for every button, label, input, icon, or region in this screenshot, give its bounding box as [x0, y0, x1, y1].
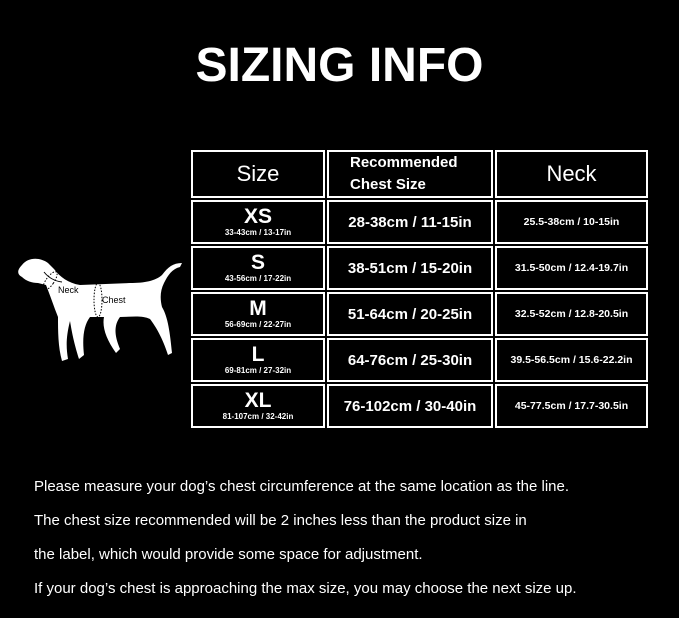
size-label: XS [243, 205, 272, 228]
size-label: S [250, 251, 265, 274]
table-row: M 56-69cm / 22-27in 51-64cm / 20-25in 32.… [191, 292, 648, 336]
chest-label: Chest [102, 295, 126, 305]
size-range: 81-107cm / 32-42in [222, 412, 294, 421]
note-line: The chest size recommended will be 2 inc… [34, 512, 527, 529]
neck-value: 25.5-38cm / 10-15in [495, 200, 648, 244]
table-header-row: Size Recommended Chest Size Neck [191, 150, 648, 198]
chest-value: 64-76cm / 25-30in [327, 338, 493, 382]
chest-value: 28-38cm / 11-15in [327, 200, 493, 244]
size-range: 33-43cm / 13-17in [224, 228, 292, 237]
header-recommended-chest: Recommended Chest Size [350, 154, 458, 193]
dog-silhouette-icon [18, 258, 182, 361]
header-neck: Neck [546, 161, 597, 186]
table-row: XS 33-43cm / 13-17in 28-38cm / 11-15in 25… [191, 200, 648, 244]
note-line: Please measure your dog’s chest circumfe… [34, 478, 570, 495]
dog-measurement-diagram: Neck Chest [18, 258, 182, 361]
size-range: 56-69cm / 22-27in [224, 320, 292, 329]
measurement-notes: Please measure your dog’s chest circumfe… [34, 470, 577, 606]
size-range: 69-81cm / 27-32in [224, 366, 292, 375]
chest-value: 51-64cm / 20-25in [327, 292, 493, 336]
note-line: the label, which would provide some spac… [34, 546, 423, 563]
size-range: 43-56cm / 17-22in [224, 274, 292, 283]
neck-value: 39.5-56.5cm / 15.6-22.2in [495, 338, 648, 382]
neck-value: 31.5-50cm / 12.4-19.7in [495, 246, 648, 290]
neck-label: Neck [58, 285, 79, 295]
table-row: XL 81-107cm / 32-42in 76-102cm / 30-40in … [191, 384, 648, 428]
size-label: XL [244, 389, 272, 412]
note-line: If your dog’s chest is approaching the m… [34, 580, 577, 597]
chest-value: 76-102cm / 30-40in [327, 384, 493, 428]
table-row: S 43-56cm / 17-22in 38-51cm / 15-20in 31.… [191, 246, 648, 290]
page-title: SIZING INFO [195, 39, 484, 92]
sizing-table: Size Recommended Chest Size Neck XS 33-43… [189, 148, 650, 430]
table-row: L 69-81cm / 27-32in 64-76cm / 25-30in 39.… [191, 338, 648, 382]
chest-value: 38-51cm / 15-20in [327, 246, 493, 290]
neck-value: 45-77.5cm / 17.7-30.5in [495, 384, 648, 428]
size-label: L [251, 343, 265, 366]
size-label: M [249, 297, 267, 320]
neck-value: 32.5-52cm / 12.8-20.5in [495, 292, 648, 336]
header-size: Size [236, 161, 280, 186]
